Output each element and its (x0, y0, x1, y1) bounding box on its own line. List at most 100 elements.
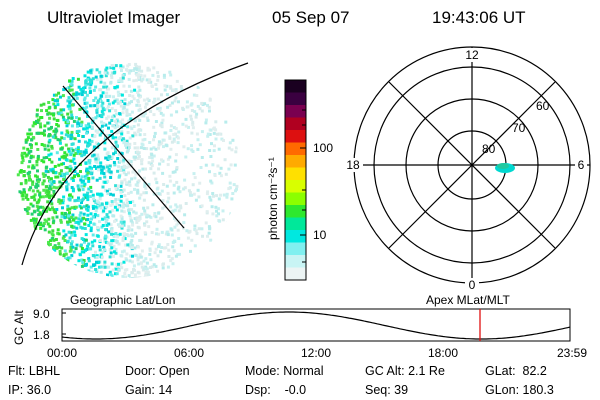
aurora-pixel (114, 187, 118, 190)
aurora-pixel (67, 107, 71, 111)
aurora-pixel (63, 172, 67, 176)
aurora-pixel (77, 129, 81, 133)
aurora-pixel (166, 265, 170, 269)
aurora-pixel (41, 181, 45, 185)
aurora-pixel (70, 133, 74, 137)
aurora-pixel (22, 188, 26, 192)
aurora-pixel (121, 118, 125, 122)
aurora-pixel (88, 86, 92, 90)
aurora-pixel (131, 254, 134, 258)
aurora-pixel (148, 155, 152, 159)
aurora-pixel (104, 188, 108, 192)
aurora-pixel (83, 107, 87, 111)
aurora-pixel (30, 195, 34, 199)
aurora-pixel (94, 250, 97, 254)
aurora-pixel (135, 78, 138, 82)
aurora-pixel (99, 99, 103, 103)
aurora-pixel (118, 159, 122, 163)
aurora-pixel (200, 227, 204, 231)
aurora-pixel (145, 220, 149, 224)
aurora-pixel (114, 272, 117, 276)
aurora-pixel (76, 184, 80, 188)
aurora-pixel (27, 207, 30, 211)
aurora-pixel (150, 164, 154, 168)
aurora-pixel (133, 146, 137, 150)
aurora-pixel (80, 250, 84, 254)
aurora-pixel (60, 131, 64, 135)
aurora-pixel (159, 250, 163, 254)
aurora-pixel (43, 218, 47, 222)
aurora-pixel (212, 149, 216, 153)
aurora-pixel (189, 114, 193, 118)
aurora-pixel (172, 268, 176, 272)
aurora-pixel (177, 130, 181, 134)
aurora-pixel (39, 223, 43, 227)
aurora-pixel (86, 82, 90, 86)
aurora-pixel (54, 238, 58, 241)
aurora-pixel (161, 206, 165, 210)
aurora-pixel (120, 122, 124, 126)
aurora-pixel (34, 217, 38, 221)
aurora-pixel (133, 276, 137, 278)
aurora-pixel (156, 219, 160, 223)
aurora-pixel (169, 124, 173, 128)
aurora-pixel (116, 235, 119, 239)
aurora-pixel (43, 129, 46, 133)
aurora-pixel (77, 134, 81, 137)
aurora-pixel (131, 221, 134, 225)
aurora-pixel (65, 185, 69, 189)
aurora-pixel (156, 269, 160, 273)
aurora-pixel (32, 219, 36, 223)
aurora-pixel (119, 64, 123, 68)
aurora-pixel (68, 167, 72, 171)
aurora-pixel (126, 228, 130, 232)
aurora-pixel (191, 183, 195, 187)
aurora-pixel (211, 163, 215, 167)
aurora-pixel (86, 70, 90, 74)
aurora-pixel (108, 94, 112, 98)
aurora-pixel (127, 211, 131, 215)
aurora-pixel (76, 150, 80, 153)
aurora-pixel (94, 205, 98, 209)
aurora-pixel (222, 139, 225, 142)
aurora-pixel (23, 208, 27, 211)
aurora-pixel (66, 134, 70, 138)
aurora-pixel (147, 161, 151, 165)
aurora-pixel (35, 175, 39, 179)
aurora-pixel (87, 179, 91, 183)
aurora-pixel (37, 198, 41, 202)
aurora-pixel (206, 103, 209, 107)
aurora-pixel (149, 215, 153, 219)
aurora-pixel (106, 273, 109, 277)
aurora-pixel (47, 217, 51, 221)
aurora-pixel (216, 207, 220, 211)
aurora-pixel (101, 112, 105, 116)
aurora-pixel (105, 265, 109, 269)
aurora-pixel (156, 191, 159, 195)
aurora-pixel (146, 270, 150, 274)
aurora-pixel (111, 193, 115, 197)
status-dsp: Dsp: -0.0 (245, 383, 307, 397)
aurora-pixel (171, 170, 175, 174)
aurora-pixel (140, 69, 144, 73)
aurora-pixel (89, 189, 93, 193)
aurora-pixel (50, 169, 54, 173)
aurora-pixel (136, 90, 140, 94)
aurora-pixel (137, 85, 141, 89)
aurora-pixel (134, 171, 138, 175)
aurora-pixel (93, 213, 97, 216)
aurora-pixel (98, 70, 102, 74)
aurora-pixel (103, 206, 107, 210)
aurora-pixel (38, 193, 42, 197)
aurora-pixel (61, 206, 64, 210)
aurora-pixel (110, 115, 114, 119)
aurora-pixel (84, 238, 88, 242)
aurora-pixel (67, 214, 70, 218)
status-ip: IP: 36.0 (8, 383, 52, 397)
aurora-pixel (76, 146, 80, 150)
aurora-pixel (127, 77, 131, 81)
aurora-pixel (96, 214, 100, 218)
aurora-pixel (31, 155, 35, 159)
aurora-pixel (26, 197, 30, 201)
aurora-pixel (53, 248, 57, 252)
